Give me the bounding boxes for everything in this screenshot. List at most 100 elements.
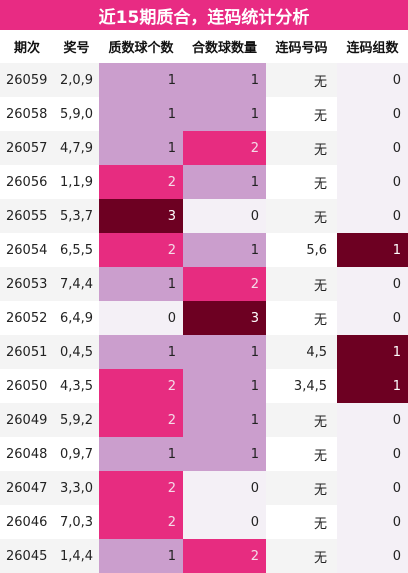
- table-header-row: 期次 奖号 质数球个数 合数球数量 连码号码 连码组数: [0, 30, 408, 63]
- cell-composite-count: 1: [183, 403, 266, 437]
- cell-award: 4,7,9: [54, 131, 99, 165]
- header-issue: 期次: [0, 30, 54, 63]
- cell-composite-count: 2: [183, 539, 266, 573]
- table-row: 26047 3,3,0 2 0 无 0: [0, 471, 408, 505]
- cell-consecutive-numbers: 无: [266, 63, 337, 97]
- header-prime-count: 质数球个数: [99, 30, 183, 63]
- cell-award: 5,3,7: [54, 199, 99, 233]
- cell-award: 6,4,9: [54, 301, 99, 335]
- cell-consecutive-groups: 0: [337, 131, 408, 165]
- cell-consecutive-numbers: 5,6: [266, 233, 337, 267]
- table-row: 26050 4,3,5 2 1 3,4,5 1: [0, 369, 408, 403]
- cell-composite-count: 1: [183, 97, 266, 131]
- cell-consecutive-numbers: 无: [266, 437, 337, 471]
- cell-consecutive-numbers: 无: [266, 165, 337, 199]
- cell-award: 7,4,4: [54, 267, 99, 301]
- cell-prime-count: 1: [99, 97, 183, 131]
- cell-issue: 26058: [0, 97, 54, 131]
- cell-composite-count: 2: [183, 131, 266, 165]
- cell-consecutive-groups: 0: [337, 199, 408, 233]
- cell-prime-count: 1: [99, 267, 183, 301]
- cell-prime-count: 3: [99, 199, 183, 233]
- cell-consecutive-groups: 1: [337, 369, 408, 403]
- page-title: 近15期质合，连码统计分析: [0, 0, 408, 30]
- cell-prime-count: 1: [99, 131, 183, 165]
- cell-issue: 26057: [0, 131, 54, 165]
- cell-consecutive-groups: 1: [337, 335, 408, 369]
- cell-issue: 26055: [0, 199, 54, 233]
- cell-award: 0,4,5: [54, 335, 99, 369]
- cell-issue: 26047: [0, 471, 54, 505]
- cell-consecutive-groups: 1: [337, 233, 408, 267]
- cell-prime-count: 1: [99, 437, 183, 471]
- cell-prime-count: 2: [99, 403, 183, 437]
- cell-issue: 26053: [0, 267, 54, 301]
- table-row: 26056 1,1,9 2 1 无 0: [0, 165, 408, 199]
- cell-composite-count: 0: [183, 505, 266, 539]
- cell-award: 4,3,5: [54, 369, 99, 403]
- cell-consecutive-numbers: 3,4,5: [266, 369, 337, 403]
- cell-composite-count: 0: [183, 471, 266, 505]
- cell-composite-count: 1: [183, 233, 266, 267]
- cell-issue: 26046: [0, 505, 54, 539]
- cell-prime-count: 1: [99, 63, 183, 97]
- cell-consecutive-numbers: 无: [266, 267, 337, 301]
- table-row: 26055 5,3,7 3 0 无 0: [0, 199, 408, 233]
- table-row: 26049 5,9,2 2 1 无 0: [0, 403, 408, 437]
- cell-consecutive-numbers: 无: [266, 131, 337, 165]
- cell-award: 0,9,7: [54, 437, 99, 471]
- cell-consecutive-groups: 0: [337, 403, 408, 437]
- table-row: 26051 0,4,5 1 1 4,5 1: [0, 335, 408, 369]
- cell-award: 6,5,5: [54, 233, 99, 267]
- cell-composite-count: 0: [183, 199, 266, 233]
- cell-issue: 26052: [0, 301, 54, 335]
- cell-composite-count: 1: [183, 437, 266, 471]
- cell-prime-count: 0: [99, 301, 183, 335]
- cell-prime-count: 1: [99, 539, 183, 573]
- cell-prime-count: 2: [99, 471, 183, 505]
- cell-issue: 26050: [0, 369, 54, 403]
- cell-prime-count: 2: [99, 369, 183, 403]
- cell-consecutive-numbers: 无: [266, 471, 337, 505]
- cell-consecutive-numbers: 无: [266, 505, 337, 539]
- table-row: 26052 6,4,9 0 3 无 0: [0, 301, 408, 335]
- cell-award: 1,4,4: [54, 539, 99, 573]
- cell-consecutive-groups: 0: [337, 267, 408, 301]
- cell-composite-count: 1: [183, 63, 266, 97]
- cell-composite-count: 1: [183, 369, 266, 403]
- cell-award: 2,0,9: [54, 63, 99, 97]
- cell-prime-count: 2: [99, 505, 183, 539]
- cell-issue: 26051: [0, 335, 54, 369]
- cell-consecutive-groups: 0: [337, 97, 408, 131]
- header-consecutive-numbers: 连码号码: [266, 30, 337, 63]
- cell-consecutive-numbers: 4,5: [266, 335, 337, 369]
- cell-issue: 26059: [0, 63, 54, 97]
- cell-issue: 26048: [0, 437, 54, 471]
- cell-composite-count: 1: [183, 335, 266, 369]
- cell-issue: 26049: [0, 403, 54, 437]
- stats-table: 期次 奖号 质数球个数 合数球数量 连码号码 连码组数 26059 2,0,9 1 1…: [0, 30, 408, 573]
- table-row: 26053 7,4,4 1 2 无 0: [0, 267, 408, 301]
- cell-consecutive-groups: 0: [337, 301, 408, 335]
- cell-award: 7,0,3: [54, 505, 99, 539]
- cell-composite-count: 2: [183, 267, 266, 301]
- cell-consecutive-numbers: 无: [266, 301, 337, 335]
- cell-prime-count: 2: [99, 165, 183, 199]
- cell-consecutive-numbers: 无: [266, 97, 337, 131]
- cell-consecutive-groups: 0: [337, 63, 408, 97]
- cell-issue: 26056: [0, 165, 54, 199]
- cell-issue: 26054: [0, 233, 54, 267]
- cell-consecutive-groups: 0: [337, 471, 408, 505]
- header-composite-count: 合数球数量: [183, 30, 266, 63]
- cell-consecutive-numbers: 无: [266, 199, 337, 233]
- cell-award: 5,9,2: [54, 403, 99, 437]
- cell-prime-count: 1: [99, 335, 183, 369]
- cell-composite-count: 3: [183, 301, 266, 335]
- cell-consecutive-groups: 0: [337, 539, 408, 573]
- table-row: 26059 2,0,9 1 1 无 0: [0, 63, 408, 97]
- table-body: 26059 2,0,9 1 1 无 0 26058 5,9,0 1 1 无 0 26057 4,7,9 1 2…: [0, 63, 408, 573]
- header-award: 奖号: [54, 30, 99, 63]
- table-row: 26046 7,0,3 2 0 无 0: [0, 505, 408, 539]
- cell-consecutive-numbers: 无: [266, 539, 337, 573]
- table-row: 26054 6,5,5 2 1 5,6 1: [0, 233, 408, 267]
